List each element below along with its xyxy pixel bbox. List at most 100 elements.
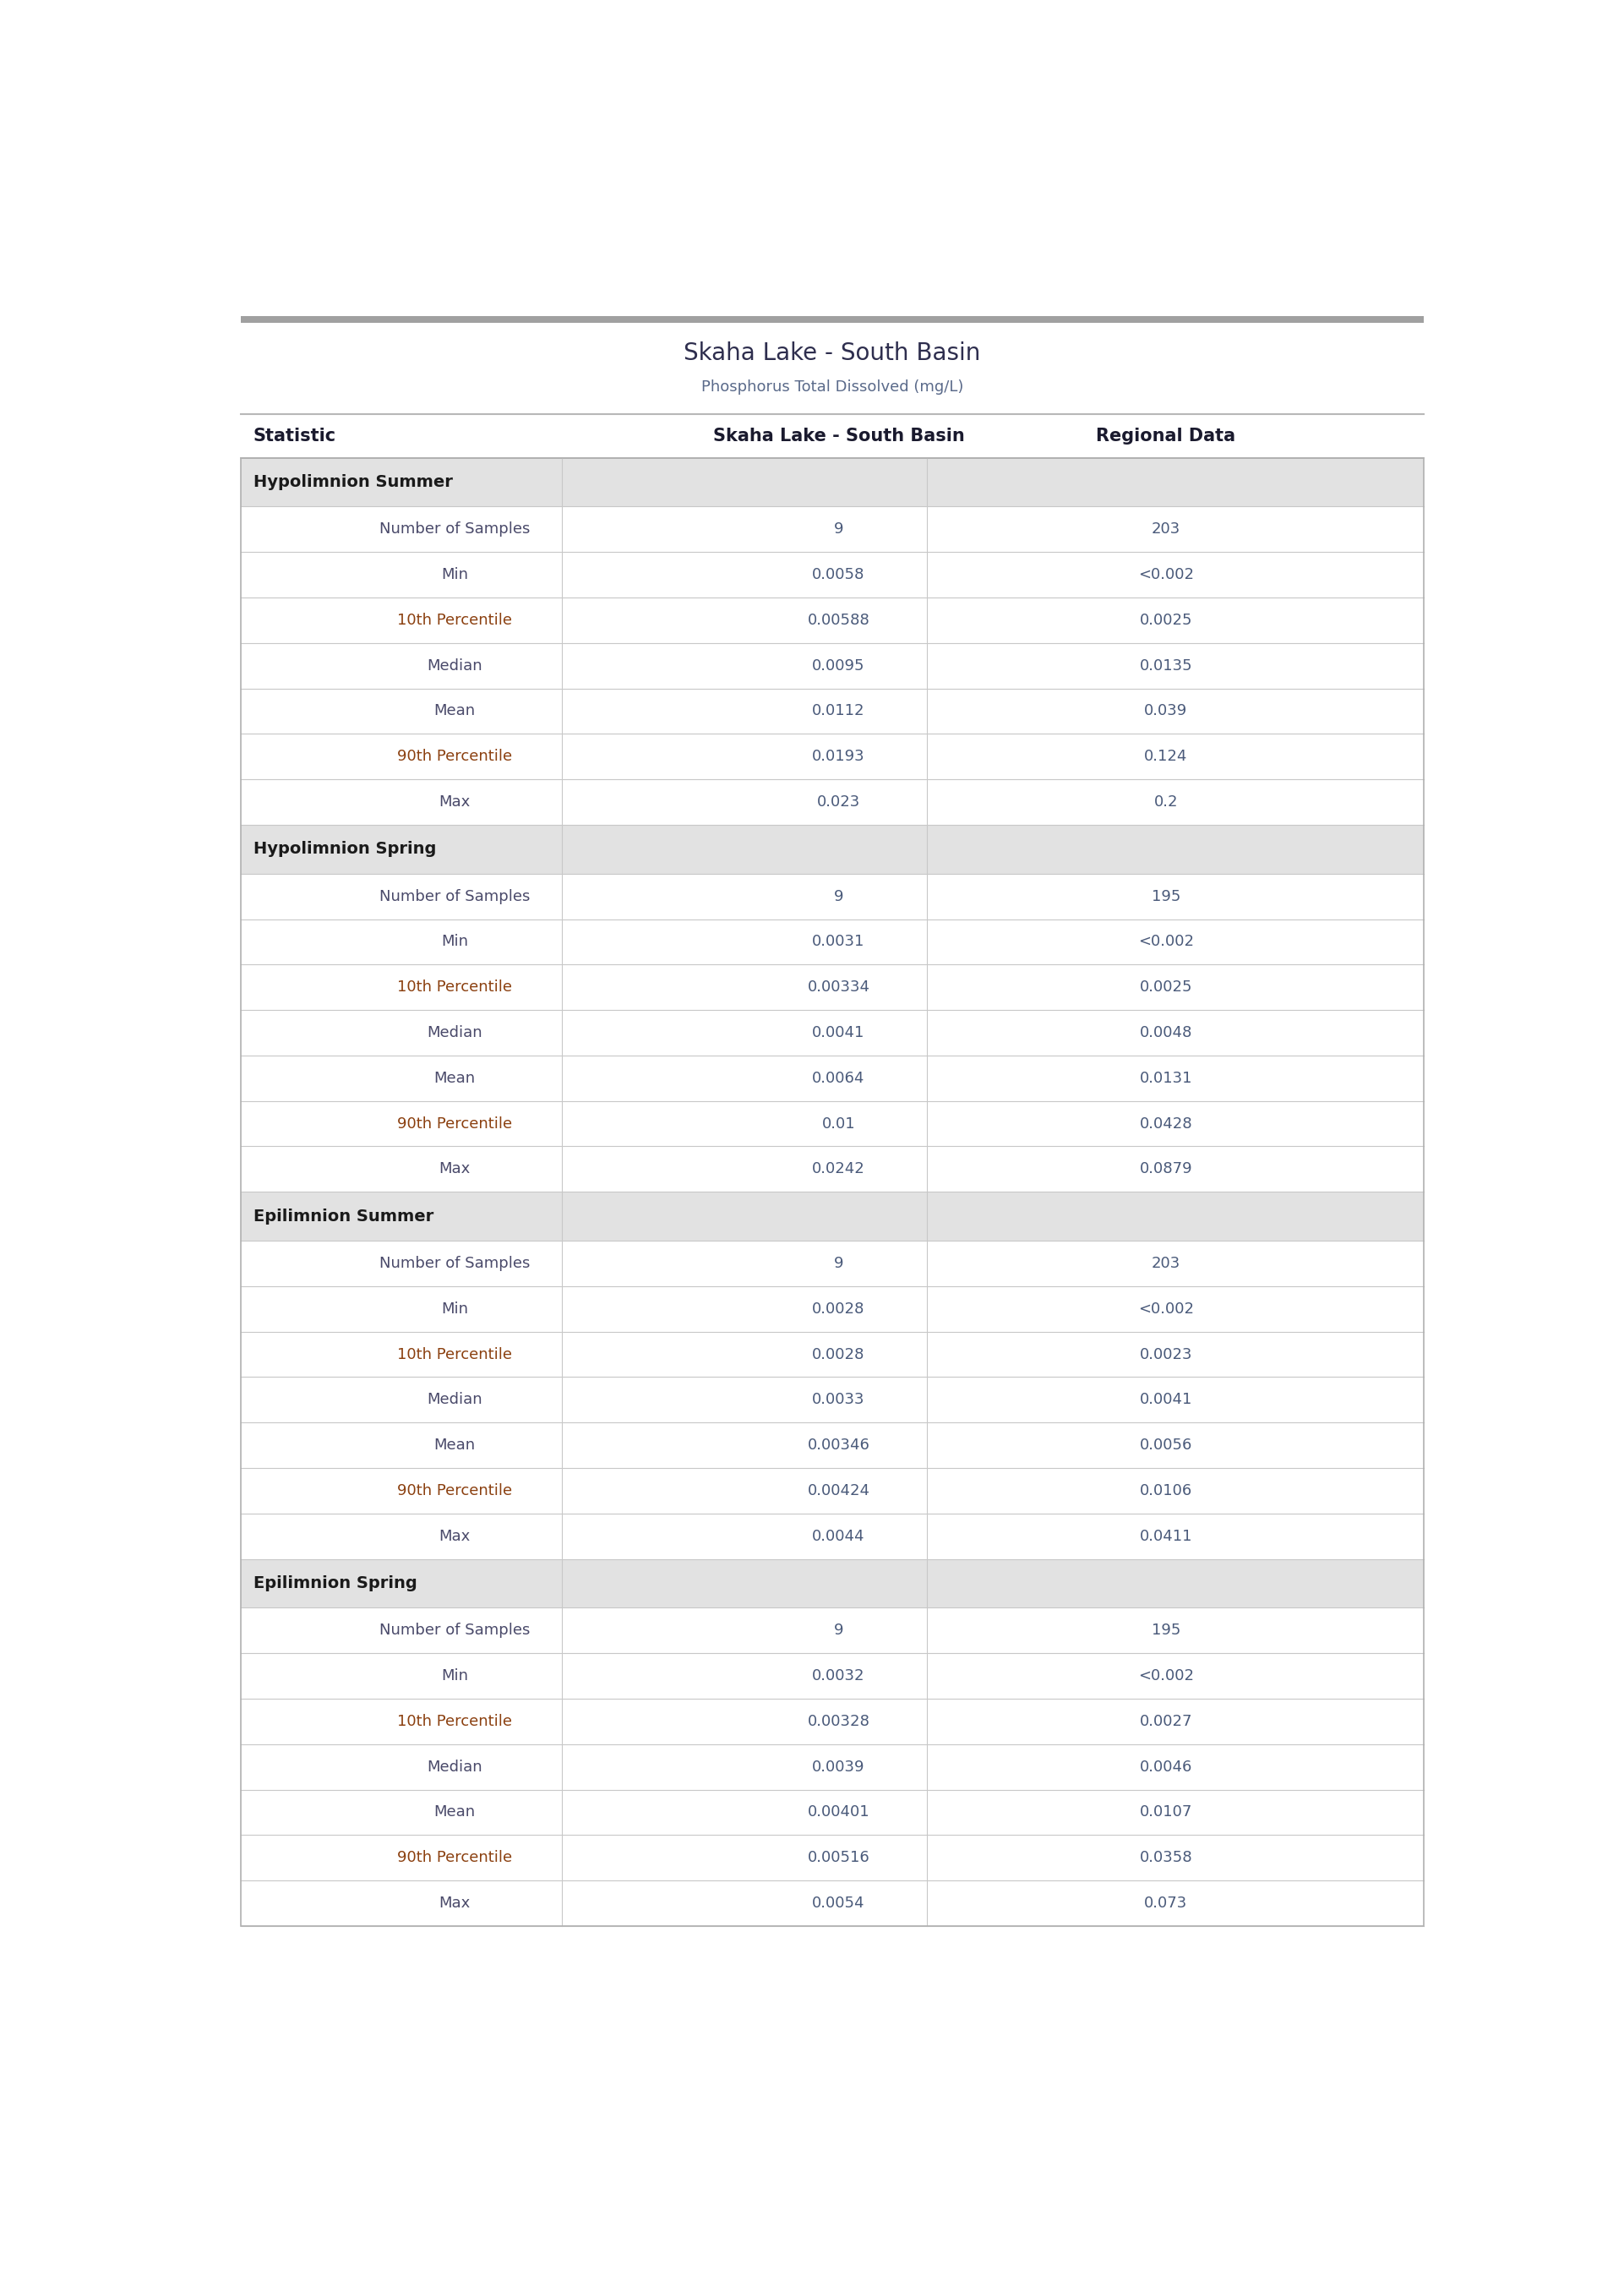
FancyBboxPatch shape [240,1653,1424,1698]
Text: 0.0428: 0.0428 [1140,1117,1192,1130]
FancyBboxPatch shape [240,1332,1424,1378]
Text: Mean: Mean [434,1071,476,1085]
Text: 0.0046: 0.0046 [1140,1759,1192,1775]
Text: Phosphorus Total Dissolved (mg/L): Phosphorus Total Dissolved (mg/L) [702,379,963,395]
FancyBboxPatch shape [240,733,1424,779]
Text: Epilimnion Summer: Epilimnion Summer [253,1208,434,1224]
FancyBboxPatch shape [240,1607,1424,1653]
Text: 203: 203 [1151,522,1181,538]
Text: Min: Min [442,1668,468,1684]
FancyBboxPatch shape [240,316,1424,322]
Text: Number of Samples: Number of Samples [380,1623,529,1639]
Text: 0.0411: 0.0411 [1140,1528,1192,1544]
Text: Mean: Mean [434,1437,476,1453]
Text: 0.0031: 0.0031 [812,935,866,949]
Text: 195: 195 [1151,1623,1181,1639]
Text: 0.0879: 0.0879 [1140,1162,1192,1176]
Text: 10th Percentile: 10th Percentile [398,981,512,994]
FancyBboxPatch shape [240,1559,1424,1607]
Text: 0.073: 0.073 [1145,1895,1187,1911]
FancyBboxPatch shape [240,1101,1424,1146]
Text: 0.0064: 0.0064 [812,1071,866,1085]
Text: Hypolimnion Spring: Hypolimnion Spring [253,842,437,858]
FancyBboxPatch shape [240,1514,1424,1559]
Text: Median: Median [427,1392,482,1407]
FancyBboxPatch shape [240,1698,1424,1743]
FancyBboxPatch shape [240,1469,1424,1514]
FancyBboxPatch shape [240,642,1424,688]
FancyBboxPatch shape [240,1789,1424,1834]
Text: 0.0025: 0.0025 [1140,613,1192,629]
Text: 0.0025: 0.0025 [1140,981,1192,994]
FancyBboxPatch shape [240,1056,1424,1101]
Text: 0.0027: 0.0027 [1140,1714,1192,1730]
Text: Number of Samples: Number of Samples [380,890,529,903]
Text: 9: 9 [833,1255,843,1271]
FancyBboxPatch shape [240,1242,1424,1287]
Text: Max: Max [438,1162,471,1176]
Text: 10th Percentile: 10th Percentile [398,1714,512,1730]
Text: 0.0041: 0.0041 [812,1026,866,1040]
Text: <0.002: <0.002 [1138,568,1194,583]
Text: 0.0106: 0.0106 [1140,1482,1192,1498]
Text: Max: Max [438,1895,471,1911]
FancyBboxPatch shape [240,1880,1424,1925]
Text: <0.002: <0.002 [1138,1668,1194,1684]
FancyBboxPatch shape [240,824,1424,874]
Text: 90th Percentile: 90th Percentile [398,749,512,765]
Text: 9: 9 [833,1623,843,1639]
Text: Max: Max [438,1528,471,1544]
Text: Hypolimnion Summer: Hypolimnion Summer [253,474,453,490]
Text: 0.0135: 0.0135 [1140,658,1192,674]
Text: 0.0033: 0.0033 [812,1392,866,1407]
Text: Statistic: Statistic [253,427,336,445]
FancyBboxPatch shape [240,1010,1424,1056]
Text: 0.0242: 0.0242 [812,1162,866,1176]
Text: Min: Min [442,935,468,949]
FancyBboxPatch shape [240,597,1424,642]
FancyBboxPatch shape [240,1834,1424,1880]
Text: <0.002: <0.002 [1138,935,1194,949]
Text: 0.0358: 0.0358 [1140,1850,1192,1866]
Text: 0.0095: 0.0095 [812,658,866,674]
Text: 0.0131: 0.0131 [1140,1071,1192,1085]
Text: 9: 9 [833,890,843,903]
Text: 0.00328: 0.00328 [807,1714,870,1730]
Text: 0.0193: 0.0193 [812,749,866,765]
FancyBboxPatch shape [240,919,1424,965]
Text: 90th Percentile: 90th Percentile [398,1117,512,1130]
Text: 0.0023: 0.0023 [1140,1346,1192,1362]
Text: Mean: Mean [434,1805,476,1821]
FancyBboxPatch shape [240,688,1424,733]
FancyBboxPatch shape [240,322,1424,413]
Text: 0.124: 0.124 [1145,749,1187,765]
Text: Mean: Mean [434,704,476,720]
Text: 0.023: 0.023 [817,794,861,810]
Text: 0.0028: 0.0028 [812,1346,866,1362]
FancyBboxPatch shape [240,874,1424,919]
FancyBboxPatch shape [240,1192,1424,1242]
Text: 0.00334: 0.00334 [807,981,870,994]
Text: Median: Median [427,1759,482,1775]
Text: 90th Percentile: 90th Percentile [398,1850,512,1866]
Text: 0.01: 0.01 [822,1117,856,1130]
Text: 0.2: 0.2 [1153,794,1177,810]
Text: Median: Median [427,658,482,674]
Text: 0.0032: 0.0032 [812,1668,866,1684]
Text: Max: Max [438,794,471,810]
Text: 0.00588: 0.00588 [807,613,870,629]
Text: Number of Samples: Number of Samples [380,522,529,538]
Text: 0.0058: 0.0058 [812,568,866,583]
Text: 203: 203 [1151,1255,1181,1271]
Text: 0.0039: 0.0039 [812,1759,866,1775]
Text: Skaha Lake - South Basin: Skaha Lake - South Basin [684,340,981,365]
Text: 0.0112: 0.0112 [812,704,866,720]
Text: Median: Median [427,1026,482,1040]
Text: Min: Min [442,568,468,583]
Text: Epilimnion Spring: Epilimnion Spring [253,1575,417,1591]
Text: 10th Percentile: 10th Percentile [398,613,512,629]
Text: 10th Percentile: 10th Percentile [398,1346,512,1362]
Text: 0.0044: 0.0044 [812,1528,866,1544]
Text: 0.0107: 0.0107 [1140,1805,1192,1821]
Text: 0.00516: 0.00516 [807,1850,870,1866]
